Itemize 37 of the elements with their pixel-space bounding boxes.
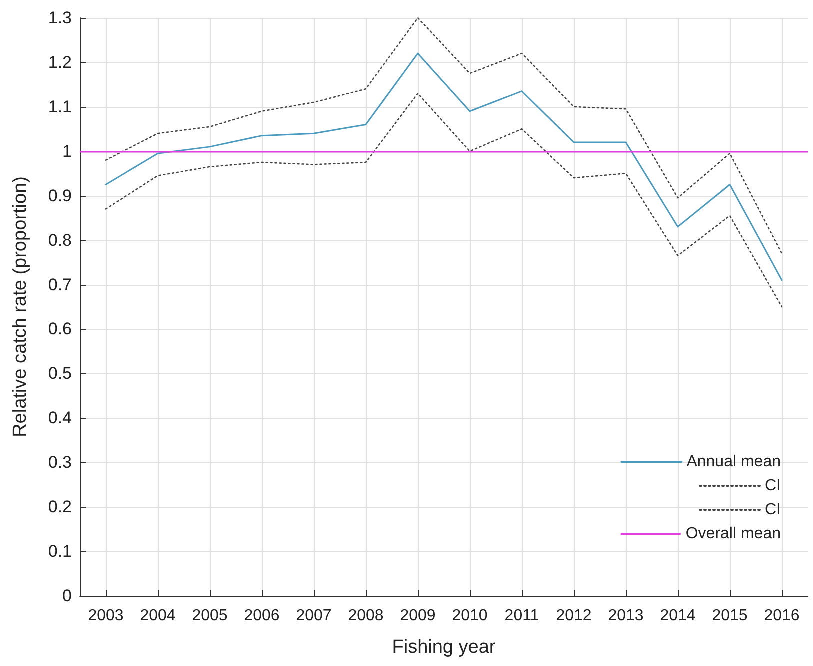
y-tick-label: 0.8 bbox=[48, 230, 72, 250]
y-tick-label: 0.6 bbox=[48, 320, 72, 339]
x-tick-label: 2008 bbox=[348, 608, 384, 624]
legend-label: Annual mean bbox=[686, 454, 782, 470]
x-tick-label: 2009 bbox=[400, 608, 436, 624]
y-tick-label: 1.1 bbox=[48, 97, 72, 116]
x-tick-label: 2004 bbox=[140, 608, 176, 624]
x-tick-label: 2006 bbox=[244, 608, 280, 624]
y-axis-title: Relative catch rate (proportion) bbox=[10, 176, 31, 438]
y-tick-label: 0.1 bbox=[48, 542, 72, 562]
x-tick-label: 2011 bbox=[504, 608, 540, 624]
y-tick-label: 1.3 bbox=[48, 8, 72, 28]
legend-label: Overall mean bbox=[686, 526, 782, 542]
x-tick-label: 2015 bbox=[712, 608, 748, 624]
y-tick-label: 1 bbox=[62, 142, 72, 161]
y-tick-label: 0 bbox=[62, 586, 72, 606]
y-tick-label: 1.2 bbox=[48, 52, 72, 72]
y-tick-label: 0.5 bbox=[48, 364, 72, 384]
y-tick-label: 0.7 bbox=[48, 275, 72, 294]
x-tick-label: 2012 bbox=[556, 608, 592, 624]
line-series bbox=[105, 17, 783, 254]
x-tick-label: 2007 bbox=[296, 608, 332, 624]
line-series bbox=[105, 52, 783, 282]
y-tick-label: 0.3 bbox=[48, 453, 72, 472]
x-tick-label: 2010 bbox=[452, 608, 488, 624]
x-tick-label: 2005 bbox=[192, 608, 228, 624]
legend-label: CI bbox=[765, 478, 781, 494]
legend-label: CI bbox=[765, 502, 781, 518]
x-tick-label: 2003 bbox=[88, 608, 124, 624]
line-series bbox=[105, 92, 783, 308]
x-tick-label: 2014 bbox=[660, 608, 696, 624]
y-tick-label: 0.9 bbox=[48, 186, 72, 206]
y-tick-label: 0.4 bbox=[48, 408, 72, 428]
x-tick-label: 2013 bbox=[608, 608, 644, 624]
y-tick-label: 0.2 bbox=[48, 498, 72, 517]
x-axis-title: Fishing year bbox=[392, 637, 496, 658]
x-tick-label: 2016 bbox=[764, 608, 800, 624]
